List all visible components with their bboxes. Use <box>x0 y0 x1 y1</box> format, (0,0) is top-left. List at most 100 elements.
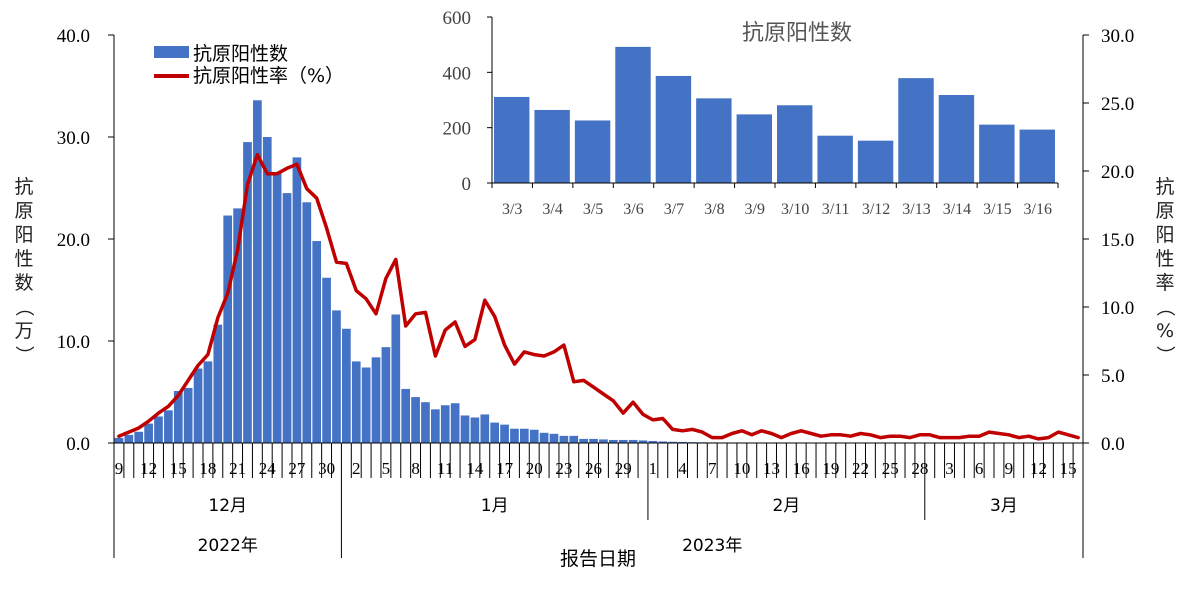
x-tick-label: 2 <box>352 459 361 478</box>
x-tick-label: 22 <box>852 459 869 478</box>
year-label: 2022年 <box>198 536 258 556</box>
inset-bar <box>534 110 569 183</box>
right-y-tick-label: 20.0 <box>1101 162 1134 183</box>
left-axis-title: 阳 <box>14 224 33 246</box>
x-tick-label: 3 <box>945 459 954 478</box>
inset-bar <box>1020 130 1055 183</box>
x-tick-label: 24 <box>259 459 277 478</box>
bar <box>144 424 153 443</box>
month-label: 3月 <box>990 496 1018 516</box>
bar <box>441 405 450 443</box>
bar <box>352 361 361 443</box>
bar <box>471 418 480 444</box>
inset-y-tick-label: 600 <box>443 8 472 29</box>
left-axis-title: 万 <box>14 320 33 342</box>
bar <box>124 435 133 443</box>
inset-bar <box>817 136 852 183</box>
bar <box>302 202 311 443</box>
x-tick-label: 18 <box>199 459 216 478</box>
left-axis-title: 性 <box>14 248 33 270</box>
inset-x-label: 3/12 <box>862 201 890 218</box>
inset-y-tick-label: 400 <box>443 63 472 84</box>
bar <box>194 369 203 443</box>
bar <box>312 241 321 443</box>
bar <box>362 368 371 443</box>
bar <box>184 388 193 443</box>
inset-bar <box>656 76 691 183</box>
inset-bar <box>939 95 974 183</box>
right-axis-title: 原 <box>1155 200 1174 222</box>
bar <box>164 410 173 443</box>
bar <box>223 216 232 443</box>
x-tick-label: 16 <box>793 459 810 478</box>
x-tick-label: 8 <box>411 459 420 478</box>
bar <box>431 409 440 443</box>
inset-x-label: 3/13 <box>902 201 930 218</box>
inset-y-tick-label: 200 <box>443 119 472 140</box>
inset-bar <box>696 98 731 183</box>
inset-x-label: 3/16 <box>1024 201 1052 218</box>
bar <box>253 100 262 443</box>
right-axis-title: ） <box>1154 345 1176 364</box>
right-y-tick-label: 10.0 <box>1101 298 1134 319</box>
right-y-tick-label: 5.0 <box>1101 366 1125 387</box>
x-tick-label: 9 <box>115 459 124 478</box>
legend-label-count: 抗原阳性数 <box>193 43 288 65</box>
bar <box>421 402 430 443</box>
inset-bar <box>898 78 933 183</box>
inset-x-label: 3/14 <box>943 201 971 218</box>
legend-bar-swatch <box>154 46 189 58</box>
inset-x-label: 3/5 <box>583 201 603 218</box>
inset-bar <box>615 47 650 183</box>
bar <box>579 439 588 443</box>
bar <box>461 415 470 443</box>
inset-x-label: 3/11 <box>822 201 850 218</box>
bar <box>569 436 578 443</box>
inset-x-label: 3/3 <box>502 201 522 218</box>
bar <box>204 361 213 443</box>
bar <box>391 314 400 443</box>
bar <box>401 389 410 443</box>
left-y-tick-label: 0.0 <box>66 434 90 455</box>
bar <box>322 278 331 443</box>
inset-bar <box>979 125 1014 183</box>
bar <box>332 310 341 443</box>
x-tick-label: 5 <box>382 459 391 478</box>
bar <box>500 425 509 443</box>
inset-x-label: 3/9 <box>745 201 765 218</box>
bar <box>520 429 529 443</box>
bar <box>550 434 559 443</box>
bar <box>283 193 292 443</box>
month-label: 1月 <box>481 496 509 516</box>
x-tick-label: 1 <box>649 459 658 478</box>
bar <box>342 329 351 443</box>
bar <box>530 430 539 443</box>
x-tick-label: 14 <box>466 459 484 478</box>
bar <box>480 414 489 443</box>
x-axis-title: 报告日期 <box>560 548 636 570</box>
right-axis-title: 率 <box>1155 272 1174 294</box>
x-tick-label: 11 <box>437 459 453 478</box>
right-axis-title: 阳 <box>1155 224 1174 246</box>
x-tick-label: 12 <box>140 459 157 478</box>
x-tick-label: 23 <box>555 459 572 478</box>
inset-bar <box>858 141 893 183</box>
month-label: 12月 <box>208 496 247 516</box>
right-axis-title: % <box>1156 320 1174 342</box>
left-axis-title: 抗 <box>14 176 33 198</box>
right-y-tick-label: 30.0 <box>1101 26 1134 47</box>
x-tick-label: 15 <box>170 459 187 478</box>
x-tick-label: 4 <box>678 459 687 478</box>
bar <box>213 325 222 443</box>
inset-bar <box>494 97 529 183</box>
bar <box>372 357 381 443</box>
inset-x-label: 3/6 <box>623 201 643 218</box>
inset-bar <box>575 120 610 183</box>
left-axis-title: 原 <box>14 200 33 222</box>
x-tick-label: 21 <box>229 459 246 478</box>
inset-bar <box>777 105 812 183</box>
legend-label-rate: 抗原阳性率（%） <box>193 65 344 87</box>
bar <box>510 429 519 443</box>
